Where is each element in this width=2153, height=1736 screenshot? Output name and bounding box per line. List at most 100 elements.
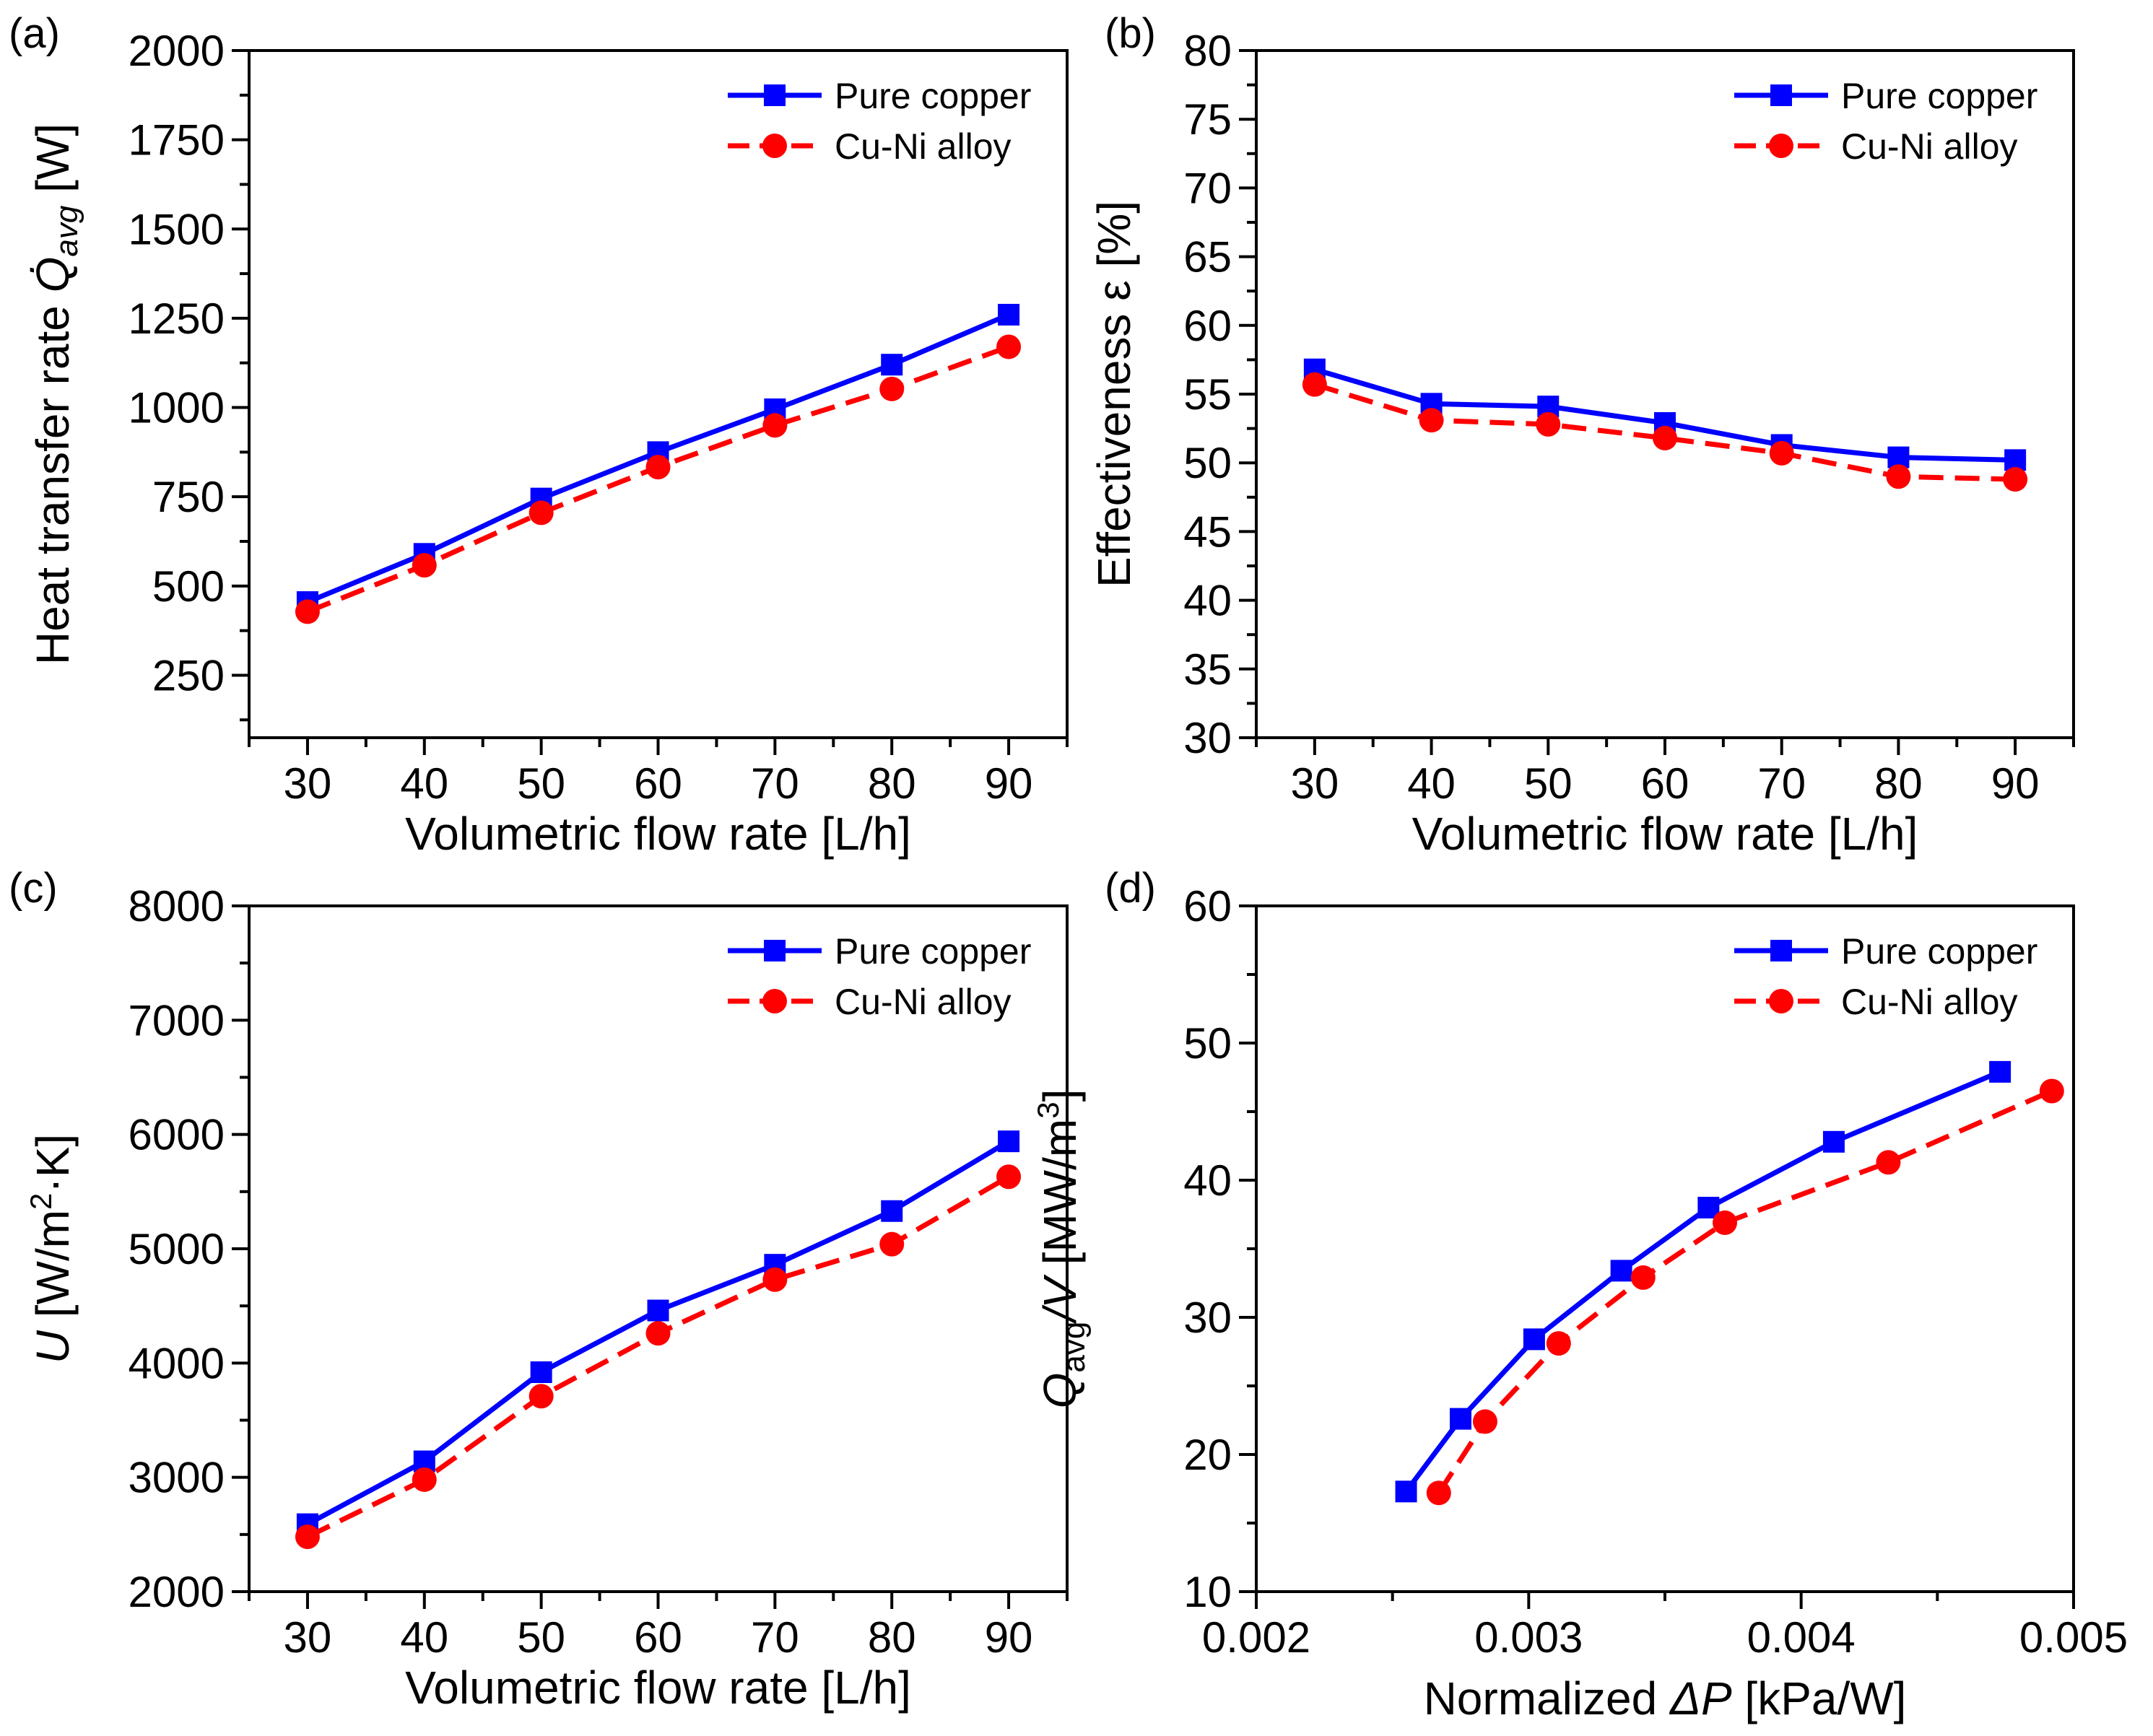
y-tick-label: 50	[1183, 439, 1232, 487]
x-axis-label: Volumetric flow rate [L/h]	[1412, 808, 1918, 860]
data-point-pure-copper	[1395, 1480, 1417, 1503]
legend-marker-square	[1770, 84, 1792, 106]
y-tick-label: 60	[1183, 302, 1232, 350]
y-tick-label: 65	[1183, 233, 1232, 282]
y-tick-label: 30	[1183, 714, 1232, 762]
legend-label: Pure copper	[1841, 76, 2037, 116]
y-tick-label: 5000	[129, 1225, 225, 1273]
y-tick-label: 500	[152, 562, 225, 611]
x-tick-label: 70	[751, 1613, 799, 1662]
data-point-cu-ni-alloy	[1886, 464, 1911, 489]
legend-marker-square	[1770, 940, 1792, 961]
y-tick-label: 40	[1183, 1156, 1232, 1205]
x-tick-label: 80	[868, 1613, 916, 1662]
data-point-cu-ni-alloy	[1302, 372, 1327, 397]
x-tick-label: 90	[985, 1613, 1033, 1662]
legend-marker-circle	[762, 989, 787, 1013]
y-tick-label: 30	[1183, 1294, 1232, 1342]
data-point-cu-ni-alloy	[2039, 1078, 2064, 1104]
x-tick-label: 50	[1524, 759, 1573, 808]
panel-a: (a) 250 500 750 1000 1250 1500 1750 2000 30 40 50 60…	[9, 10, 1069, 860]
y-tick-label: 4000	[129, 1339, 225, 1387]
legend-label: Cu-Ni alloy	[1841, 126, 2018, 167]
data-point-cu-ni-alloy	[1426, 1480, 1451, 1506]
y-tick-label: 55	[1183, 370, 1232, 419]
x-tick-label: 50	[517, 1613, 565, 1662]
legend-marker-circle	[762, 134, 787, 158]
data-point-pure-copper	[1450, 1408, 1471, 1430]
data-point-cu-ni-alloy	[762, 1267, 788, 1292]
y-tick-label: 250	[152, 651, 225, 699]
y-tick-label: 2000	[129, 1568, 225, 1616]
legend-marker-square	[764, 940, 786, 961]
legend-label: Pure copper	[835, 931, 1031, 972]
x-tick-label: 60	[634, 1613, 682, 1662]
y-tick-label: 45	[1183, 507, 1232, 556]
panel-label: (c)	[9, 865, 58, 912]
series-line-cu-ni-alloy	[1436, 1089, 2053, 1495]
y-tick-label: 6000	[129, 1111, 225, 1159]
y-axis-label: Effectiveness ε [%]	[1088, 201, 1140, 588]
x-tick-label: 70	[751, 759, 799, 808]
y-tick-label: 1500	[129, 205, 225, 253]
y-tick-label: 1250	[129, 295, 225, 343]
data-point-cu-ni-alloy	[295, 1525, 320, 1549]
y-tick-label: 1750	[129, 116, 225, 165]
legend-label: Pure copper	[1841, 931, 2037, 972]
y-axis-label: Qavg/V [MW/m3]	[1031, 1089, 1092, 1409]
legend-marker-square	[764, 84, 786, 106]
x-tick-label: 0.005	[2019, 1613, 2128, 1662]
data-point-cu-ni-alloy	[1546, 1331, 1571, 1356]
y-tick-label: 7000	[129, 996, 225, 1044]
y-tick-label: 2000	[129, 27, 225, 75]
data-point-pure-copper	[530, 1361, 552, 1383]
data-point-cu-ni-alloy	[996, 334, 1022, 359]
y-tick-label: 10	[1183, 1568, 1232, 1616]
y-tick-label: 70	[1183, 164, 1232, 212]
x-tick-label: 30	[284, 1613, 332, 1662]
x-tick-label: 60	[1641, 759, 1689, 808]
x-axis-label: Volumetric flow rate [L/h]	[405, 1662, 911, 1714]
panel-b: (b) 30 35 40 45 50 55 60 65 70 75 80 30 40 50 60 70 80 90 V…	[1088, 10, 2075, 860]
data-point-cu-ni-alloy	[412, 553, 437, 578]
data-point-cu-ni-alloy	[1713, 1210, 1738, 1235]
data-point-cu-ni-alloy	[2003, 467, 2028, 492]
y-tick-label: 3000	[129, 1454, 225, 1502]
x-tick-label: 60	[634, 759, 682, 808]
data-point-pure-copper	[998, 1130, 1020, 1153]
data-point-cu-ni-alloy	[529, 1384, 554, 1409]
data-point-cu-ni-alloy	[996, 1164, 1022, 1190]
legend-marker-circle	[1769, 134, 1793, 158]
legend-label: Pure copper	[835, 76, 1031, 116]
panel-label: (a)	[9, 10, 60, 57]
legend-marker-circle	[1769, 989, 1793, 1013]
x-tick-label: 80	[1874, 759, 1923, 808]
panel-c: (c) 2000 3000 4000 5000 6000 7000 8000 30 40 50 60 7…	[9, 865, 1069, 1714]
legend-label: Cu-Ni alloy	[1841, 982, 2018, 1022]
data-point-cu-ni-alloy	[645, 1321, 671, 1346]
x-tick-label: 50	[517, 759, 565, 808]
x-tick-label: 0.002	[1202, 1613, 1310, 1662]
y-axis-label: U [W/m2·K]	[24, 1134, 79, 1364]
data-point-cu-ni-alloy	[762, 413, 788, 438]
x-tick-label: 40	[1407, 759, 1456, 808]
data-point-cu-ni-alloy	[1472, 1409, 1497, 1434]
y-tick-label: 40	[1183, 577, 1232, 625]
data-point-cu-ni-alloy	[529, 500, 554, 525]
x-axis-label: Volumetric flow rate [L/h]	[405, 808, 911, 860]
y-axis-label: Heat transfer rate Q̇avg [W]	[27, 123, 84, 665]
data-point-cu-ni-alloy	[1653, 425, 1677, 450]
x-tick-label: 90	[1991, 759, 2040, 808]
x-tick-label: 70	[1757, 759, 1806, 808]
data-point-cu-ni-alloy	[1876, 1150, 1901, 1175]
y-tick-label: 35	[1183, 645, 1232, 694]
y-tick-label: 75	[1183, 95, 1232, 144]
data-point-cu-ni-alloy	[1630, 1265, 1656, 1290]
panel-label: (d)	[1105, 865, 1156, 912]
y-tick-label: 1000	[129, 384, 225, 432]
data-point-pure-copper	[647, 1299, 669, 1322]
panel-label: (b)	[1105, 10, 1156, 57]
data-point-pure-copper	[998, 303, 1020, 326]
legend-label: Cu-Ni alloy	[835, 126, 1012, 167]
